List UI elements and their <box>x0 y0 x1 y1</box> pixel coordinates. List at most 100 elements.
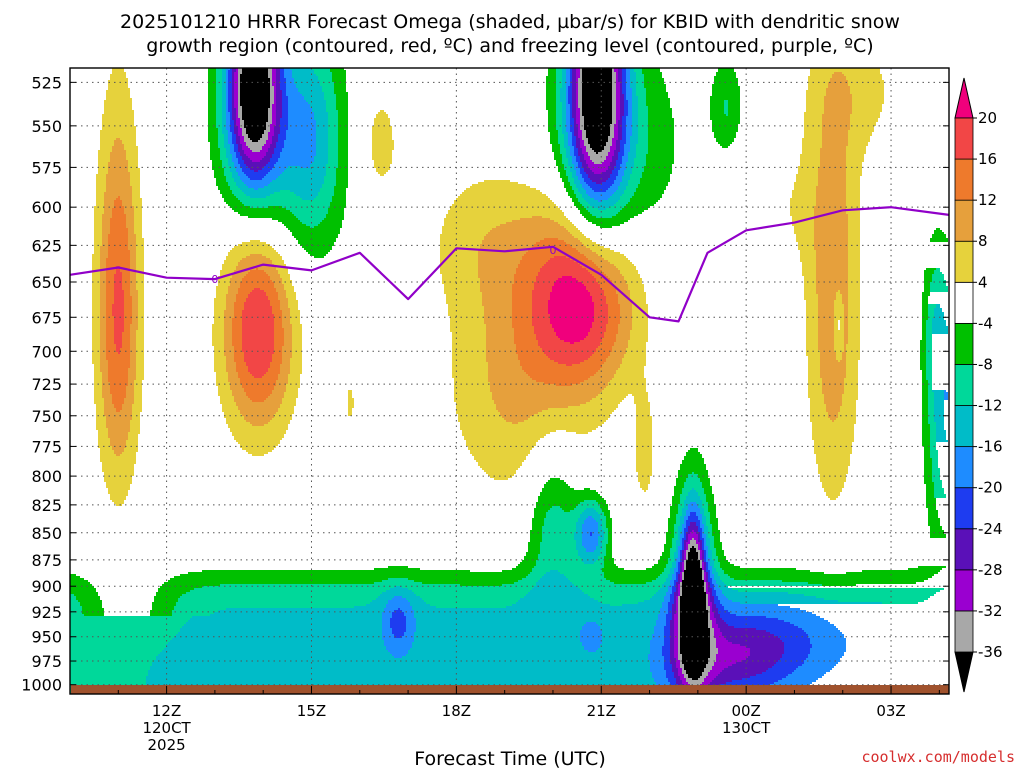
omega-cell <box>572 84 576 86</box>
omega-cell <box>844 308 848 310</box>
omega-cell <box>132 406 142 408</box>
omega-cell <box>242 334 274 336</box>
omega-cell <box>242 348 274 350</box>
omega-cell <box>728 104 740 106</box>
omega-cell <box>94 234 102 236</box>
omega-cell <box>516 268 540 270</box>
omega-cell <box>846 202 860 204</box>
omega-cell <box>620 318 632 320</box>
omega-cell <box>612 102 616 104</box>
omega-cell <box>110 152 126 154</box>
omega-cell <box>606 144 612 146</box>
omega-cell <box>628 202 656 204</box>
omega-cell <box>280 80 286 82</box>
omega-cell <box>616 162 622 164</box>
omega-cell <box>130 354 136 356</box>
omega-cell <box>926 322 932 324</box>
omega-cell <box>124 308 132 310</box>
omega-cell <box>238 376 254 378</box>
omega-cell <box>556 120 562 122</box>
omega-cell <box>548 304 594 306</box>
omega-cell <box>546 86 556 88</box>
omega-cell <box>620 168 626 170</box>
omega-cell <box>458 420 506 422</box>
omega-cell <box>238 108 242 110</box>
omega-cell <box>792 222 814 224</box>
omega-cell <box>116 268 120 270</box>
omega-cell <box>832 74 844 76</box>
omega-cell <box>626 80 630 82</box>
omega-cell <box>612 110 616 112</box>
omega-cell <box>930 438 936 440</box>
omega-cell <box>228 158 232 160</box>
omega-cell <box>712 92 740 94</box>
omega-cell <box>234 350 242 352</box>
omega-cell <box>844 320 848 322</box>
omega-cell <box>614 68 618 70</box>
omega-cell <box>626 282 642 284</box>
omega-cell <box>582 106 612 108</box>
omega-cell <box>222 264 238 266</box>
omega-cell <box>818 312 834 314</box>
omega-cell <box>336 176 348 178</box>
omega-cell <box>380 110 384 112</box>
omega-cell <box>326 164 338 166</box>
omega-cell <box>792 218 814 220</box>
omega-cell <box>924 450 930 452</box>
omega-cell <box>560 90 566 92</box>
omega-cell <box>230 126 234 128</box>
omega-cell <box>824 106 852 108</box>
omega-cell <box>930 428 936 430</box>
omega-cell <box>106 338 114 340</box>
omega-cell <box>286 390 298 392</box>
omega-cell <box>268 136 272 138</box>
omega-cell <box>464 438 540 440</box>
omega-cell <box>130 356 136 358</box>
omega-cell <box>828 414 838 416</box>
omega-cell <box>932 330 948 332</box>
omega-cell <box>224 140 228 142</box>
omega-cell <box>478 272 516 274</box>
omega-cell <box>276 80 280 82</box>
omega-cell <box>100 252 108 254</box>
omega-cell <box>134 390 142 392</box>
omega-cell <box>214 366 226 368</box>
omega-cell <box>626 94 632 96</box>
omega-cell <box>478 256 522 258</box>
omega-cell <box>132 314 138 316</box>
omega-cell <box>576 194 582 196</box>
omega-cell <box>632 96 638 98</box>
omega-cell <box>566 94 568 96</box>
omega-cell <box>922 322 926 324</box>
omega-cell <box>562 82 566 84</box>
omega-cell <box>616 122 618 124</box>
omega-cell <box>92 274 100 276</box>
omega-cell <box>808 372 820 374</box>
omega-cell <box>818 344 834 346</box>
omega-cell <box>574 180 580 182</box>
omega-cell <box>220 154 226 156</box>
omega-cell <box>622 116 626 118</box>
omega-cell <box>568 138 572 140</box>
omega-cell <box>834 312 844 314</box>
omega-cell <box>100 256 108 258</box>
omega-cell <box>924 276 932 278</box>
omega-cell <box>630 84 636 86</box>
omega-cell <box>262 146 270 148</box>
omega-cell <box>814 220 848 222</box>
omega-cell <box>618 296 630 298</box>
omega-cell <box>606 296 618 298</box>
omega-cell <box>226 68 230 70</box>
omega-cell <box>848 334 860 336</box>
omega-cell <box>290 316 300 318</box>
omega-cell <box>580 180 584 182</box>
omega-cell <box>622 70 626 72</box>
omega-cell <box>282 352 292 354</box>
omega-cell <box>820 154 846 156</box>
omega-cell <box>818 322 834 324</box>
omega-cell <box>578 90 582 92</box>
omega-cell <box>834 342 844 344</box>
omega-cell <box>626 350 646 352</box>
omega-cell <box>226 88 228 90</box>
omega-cell <box>820 372 846 374</box>
